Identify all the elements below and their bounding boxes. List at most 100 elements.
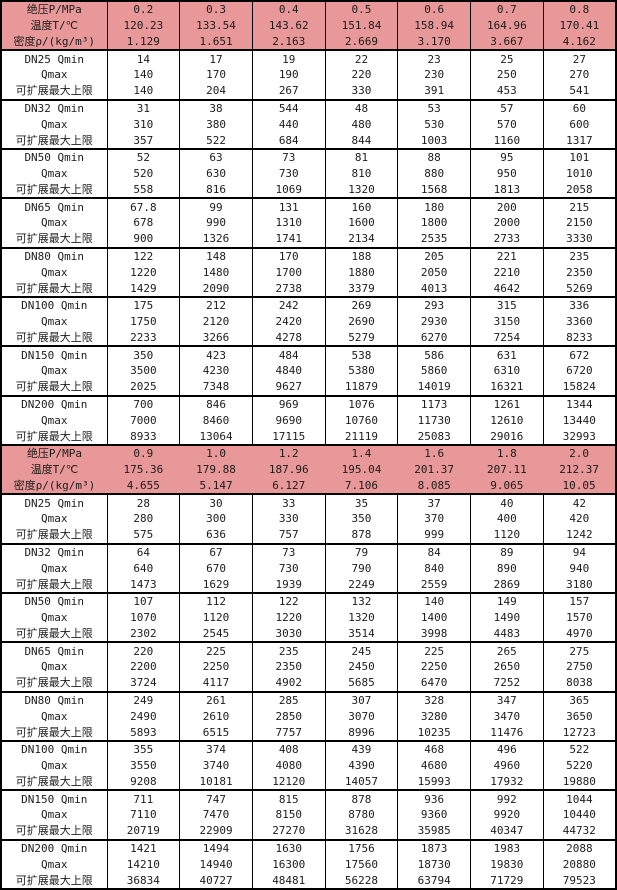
data-cell: 586 — [397, 346, 471, 364]
data-cell: 300 — [179, 511, 253, 527]
data-cell: 200 — [470, 198, 544, 216]
data-cell: 190 — [251, 67, 326, 83]
density-value: 6.127 — [252, 477, 326, 495]
data-cell: 99 — [179, 198, 253, 216]
dn-group: DN80 Qmin 122 148 170 188 205 221 235 Qmax 1220 14… — [0, 247, 616, 297]
qmin-row: DN25 Qmin 14 17 19 22 23 25 27 — [0, 50, 616, 68]
data-cell: 293 — [397, 296, 471, 314]
qmax-row: Qmax 678 990 1310 1600 1800 2000 2150 — [0, 215, 616, 231]
data-cell: 261 — [179, 691, 253, 709]
row-label: 可扩展最大上限 — [0, 625, 107, 643]
data-cell: 880 — [397, 165, 471, 182]
data-cell: 149 — [470, 592, 544, 610]
row-label: DN65 Qmin — [0, 642, 107, 660]
temperature-value: 212.37 — [543, 461, 616, 478]
data-cell: 730 — [251, 165, 326, 182]
density-value: 7.106 — [325, 477, 398, 495]
data-cell: 7757 — [251, 724, 326, 741]
temperature-value: 175.36 — [107, 461, 180, 478]
data-cell: 235 — [542, 247, 616, 265]
data-cell: 336 — [542, 296, 616, 314]
data-cell: 9360 — [397, 807, 471, 823]
data-cell: 1160 — [470, 132, 544, 149]
data-cell: 8996 — [324, 724, 398, 741]
ext-limit-row: 可扩展最大上限 357 522 684 844 1003 1160 1317 — [0, 132, 616, 149]
data-cell: 1317 — [542, 132, 616, 149]
data-cell: 31 — [106, 99, 180, 117]
data-cell: 1880 — [324, 264, 398, 281]
row-label: Qmax — [0, 412, 107, 429]
data-cell: 250 — [470, 67, 544, 83]
temperature-value: 170.41 — [542, 17, 616, 34]
pressure-value: 0.6 — [397, 1, 471, 18]
density-value: 3.667 — [470, 33, 544, 51]
data-cell: 1400 — [397, 609, 471, 626]
data-cell: 14057 — [324, 773, 398, 791]
data-cell: 810 — [324, 165, 398, 182]
temperature-label: 温度T/℃ — [1, 461, 107, 478]
data-cell: 270 — [542, 67, 616, 83]
data-cell: 347 — [470, 691, 544, 709]
row-label: 可扩展最大上限 — [0, 329, 107, 347]
data-cell: 2249 — [324, 576, 398, 593]
data-cell: 328 — [397, 691, 471, 709]
data-cell: 1320 — [324, 181, 398, 199]
data-cell: 112 — [179, 592, 253, 610]
data-cell: 242 — [251, 296, 326, 314]
data-cell: 4642 — [470, 280, 544, 297]
dn-group: DN32 Qmin 31 38 544 48 53 57 60 Qmax 310 380 440 480… — [0, 99, 616, 149]
data-cell: 14019 — [397, 378, 471, 396]
qmin-row: DN32 Qmin 31 38 544 48 53 57 60 — [0, 99, 616, 117]
data-cell: 3360 — [542, 313, 616, 330]
data-cell: 9920 — [470, 807, 544, 823]
pressure-label: 绝压P/MPa — [1, 444, 107, 462]
data-cell: 5380 — [324, 363, 398, 379]
dn-group: DN65 Qmin 67.8 99 131 160 180 200 215 Qmax 678 990… — [0, 198, 616, 248]
row-label: 可扩展最大上限 — [0, 674, 107, 692]
data-cell: 17115 — [251, 428, 326, 445]
ext-limit-row: 可扩展最大上限 5893 6515 7757 8996 10235 11476 12723 — [0, 724, 616, 741]
data-cell: 9208 — [106, 773, 180, 791]
data-cell: 4080 — [251, 757, 326, 774]
data-cell: 204 — [179, 82, 253, 100]
data-cell: 1070 — [106, 609, 180, 626]
temperature-value: 164.96 — [470, 17, 544, 34]
data-cell: 3550 — [106, 757, 180, 774]
data-cell: 5685 — [324, 674, 398, 692]
data-cell: 53 — [397, 99, 471, 117]
data-cell: 1010 — [542, 165, 616, 182]
data-cell: 2610 — [179, 708, 253, 725]
row-label: 可扩展最大上限 — [0, 822, 107, 840]
data-cell: 8038 — [542, 674, 616, 692]
temperature-value: 143.62 — [251, 17, 326, 34]
data-cell: 1568 — [397, 181, 471, 199]
data-cell: 20719 — [106, 822, 180, 840]
dn-group: DN200 Qmin 700 846 969 1076 1173 1261 1344 Qmax 7… — [0, 395, 616, 445]
data-cell: 522 — [542, 740, 616, 758]
data-cell: 999 — [397, 526, 471, 544]
data-cell: 2250 — [179, 659, 253, 675]
data-cell: 878 — [324, 790, 398, 808]
data-cell: 6310 — [470, 363, 544, 379]
data-cell: 32993 — [542, 428, 616, 445]
pressure-value: 1.4 — [325, 444, 398, 462]
data-cell: 4902 — [251, 674, 326, 692]
qmin-row: DN65 Qmin 220 225 235 245 225 265 275 — [0, 642, 616, 660]
temperature-value: 120.23 — [106, 17, 180, 34]
density-label: 密度ρ/(kg/m³) — [1, 477, 107, 495]
data-cell: 1220 — [251, 609, 326, 626]
pressure-value: 2.0 — [543, 444, 616, 462]
data-cell: 1076 — [324, 395, 398, 413]
data-cell: 221 — [470, 247, 544, 265]
dn-group: DN65 Qmin 220 225 235 245 225 265 275 Qmax 2200 22… — [0, 642, 616, 692]
row-label: 可扩展最大上限 — [0, 181, 107, 199]
data-cell: 355 — [106, 740, 180, 758]
data-cell: 440 — [251, 116, 326, 133]
qmax-row: Qmax 1220 1480 1700 1880 2050 2210 2350 — [0, 264, 616, 281]
row-label: Qmax — [0, 659, 107, 675]
data-cell: 11476 — [470, 724, 544, 741]
row-label: DN100 Qmin — [0, 740, 107, 758]
data-cell: 844 — [324, 132, 398, 149]
temperature-value: 187.96 — [252, 461, 326, 478]
data-cell: 8933 — [106, 428, 180, 445]
